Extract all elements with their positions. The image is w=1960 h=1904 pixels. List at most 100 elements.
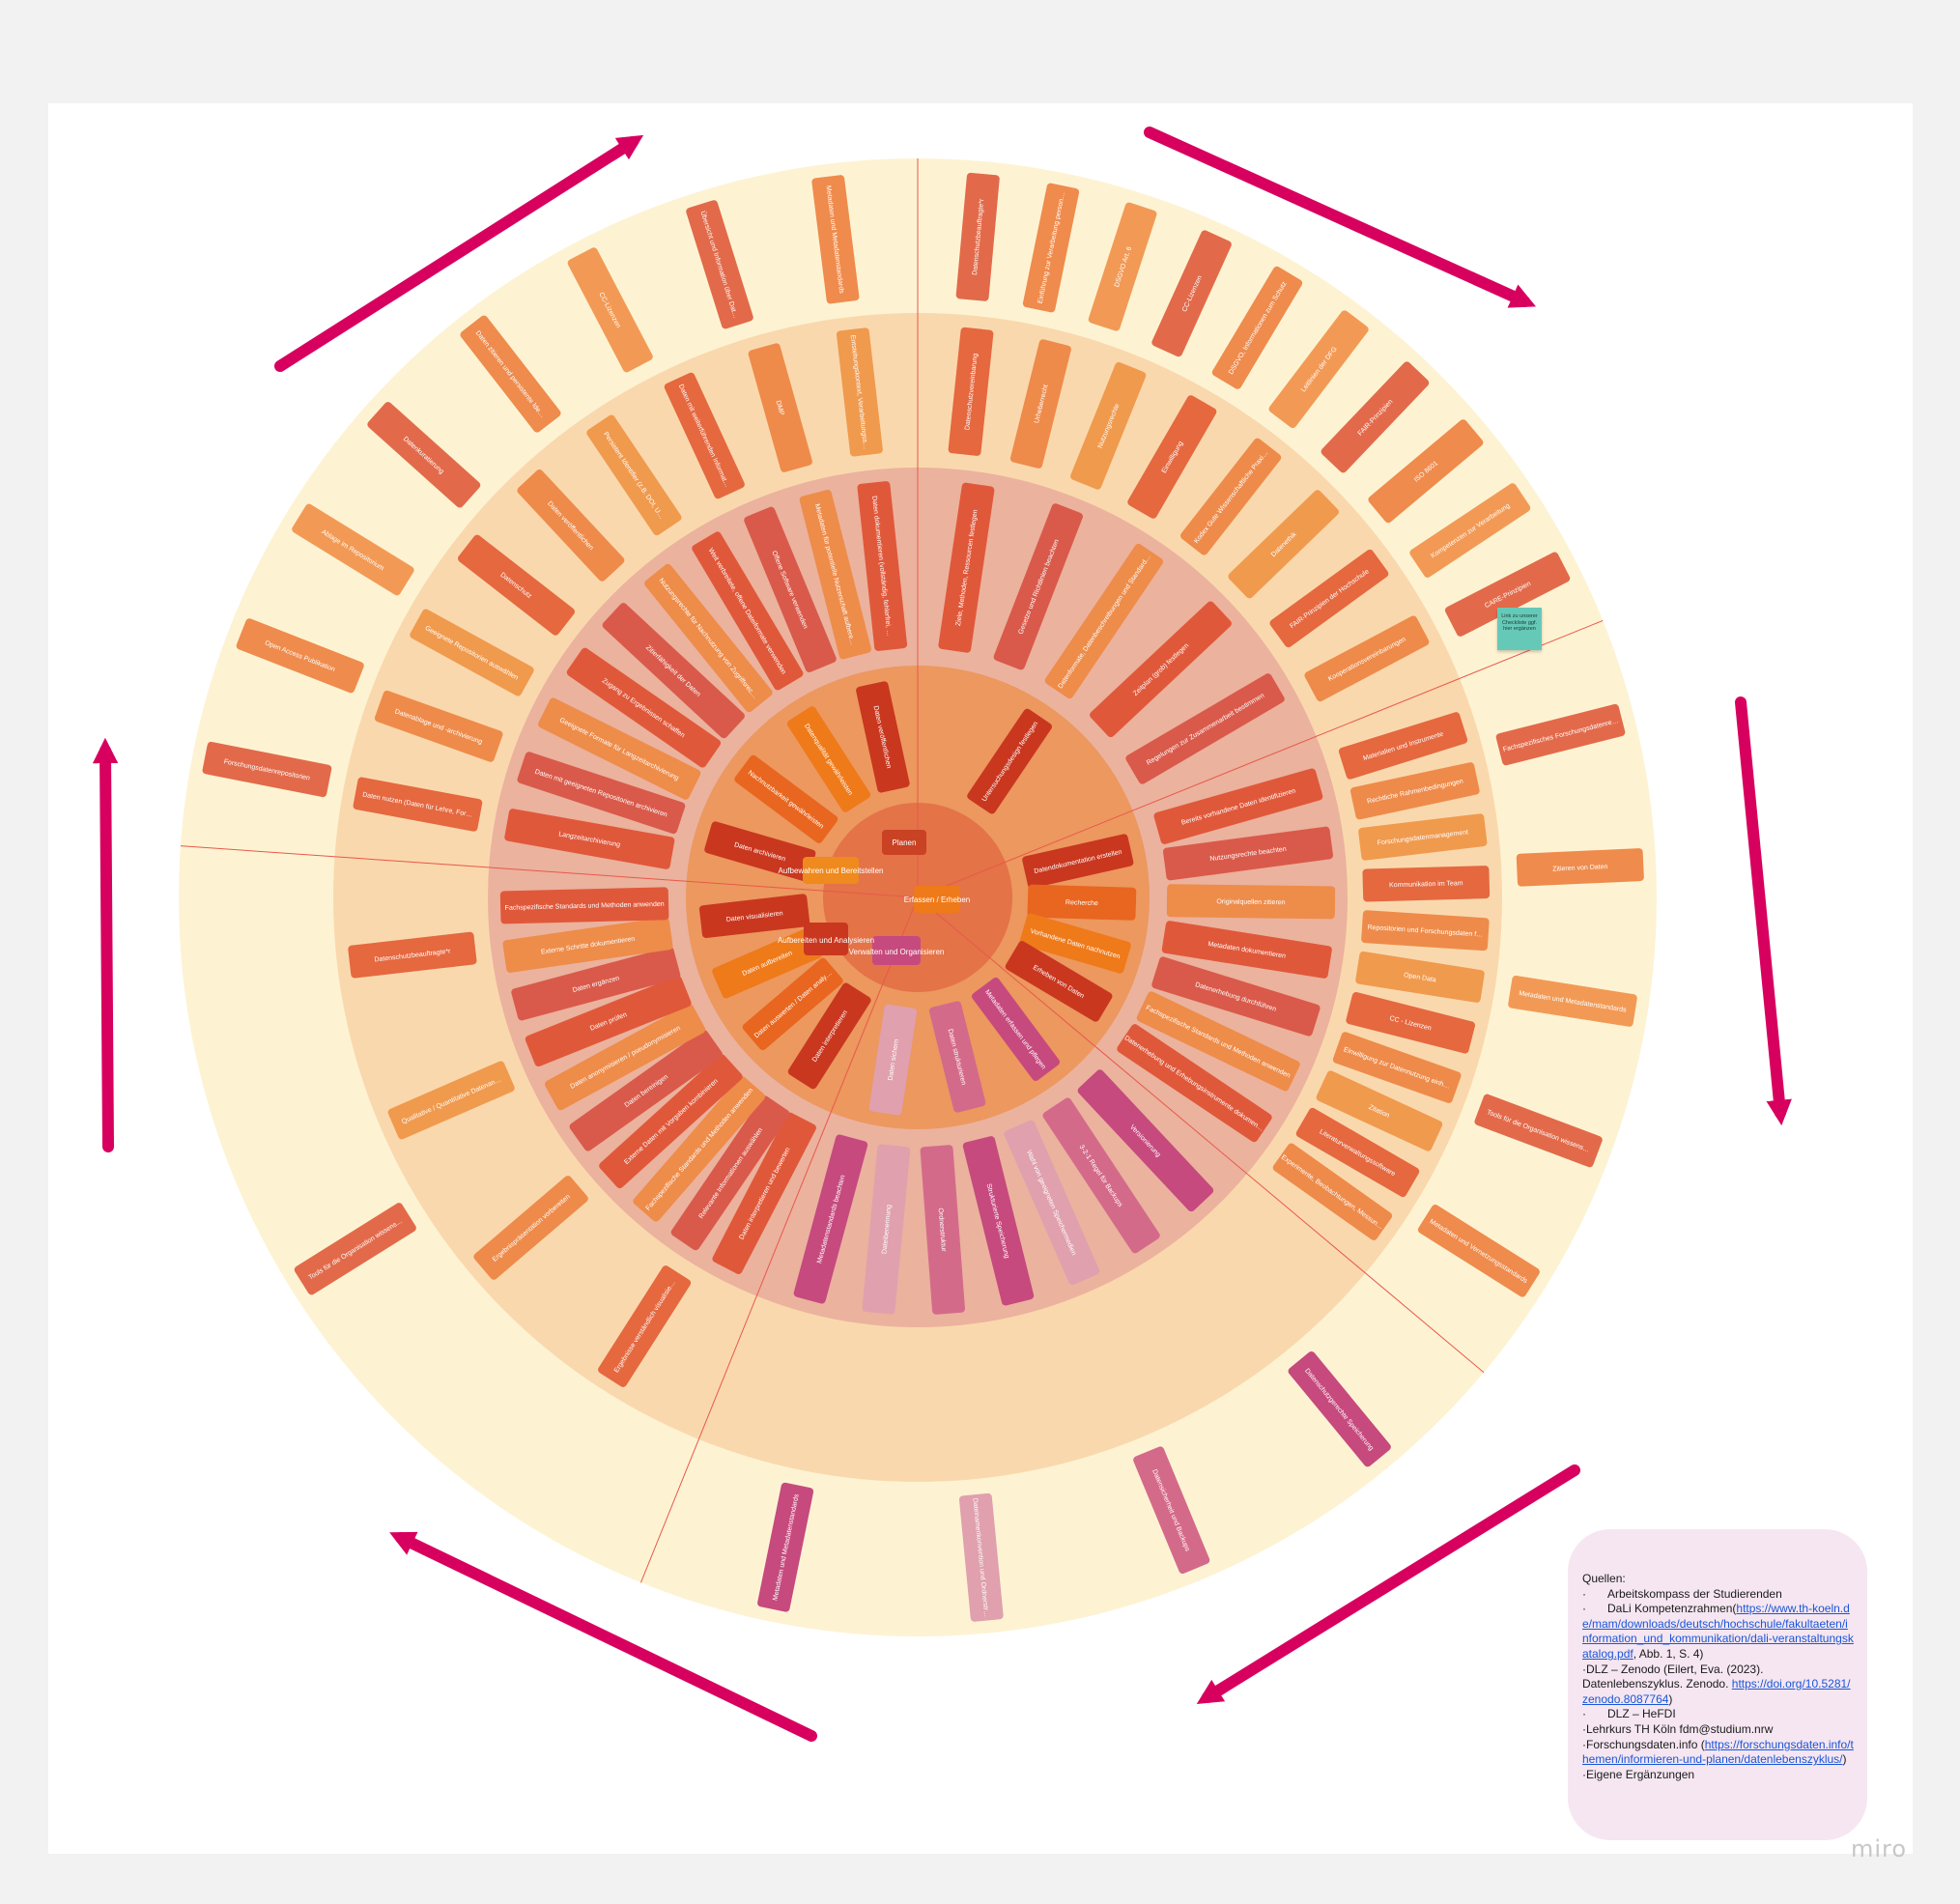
source-link[interactable]: https://www.th-koeln.de/mam/downloads/de… [1582,1602,1854,1661]
topic-card-manage[interactable]: Dateinamenkonvention und Ordnerstr… [958,1492,1004,1622]
topic-card-plan[interactable]: Datenschutzvereinbarung [948,327,994,456]
topic-card-shape [517,469,625,582]
topic-card-archive[interactable]: Forschungsdatenrepositorien [202,741,332,798]
topic-card-shape [1022,834,1134,889]
topic-card-shape [1070,361,1147,490]
topic-card-archive[interactable]: Daten archivieren [703,820,816,882]
topic-card-analyze[interactable]: Daten prüfen [525,975,693,1067]
topic-card-shape [948,327,994,456]
topic-card-shape [1516,848,1644,887]
topic-card-analyze[interactable]: Externe Schritte dokumentieren [502,917,673,973]
topic-card-shape [538,697,701,800]
source-link[interactable]: https://doi.org/10.5281/zenodo.8087764 [1582,1677,1851,1706]
topic-card-collect[interactable]: CC - Lizenzen [1346,991,1476,1054]
topic-card-manage[interactable]: Strukturierte Speicherung [962,1135,1035,1306]
topic-card-plan[interactable]: Urheberrecht [1009,338,1072,469]
topic-card-shape [811,175,860,304]
topic-card-shape [1151,230,1232,357]
topic-card-shape [294,1203,416,1295]
topic-card-collect[interactable]: Metadaten dokumentieren [1161,921,1332,980]
topic-card-collect[interactable]: Metadaten und Metadatenstandards [1508,975,1638,1027]
topic-card-archive[interactable]: Daten veröffentlichen [855,681,910,794]
topic-card-collect[interactable]: Originalquellen zitieren [1166,884,1336,920]
topic-card-shape [1117,1024,1272,1143]
topic-card-plan[interactable]: Nutzungsrechte [1069,361,1148,491]
cycle-arrow-top-right [1144,127,1537,308]
hub-collect[interactable]: Erfassen / Erheben [904,886,970,913]
topic-card-manage[interactable]: Daten sichern [868,1004,918,1116]
topic-card-collect[interactable]: Recherche [1027,884,1137,921]
topic-card-shape [1304,615,1430,702]
topic-card-analyze[interactable]: Fachspezifische Standards und Methoden a… [499,887,669,924]
topic-card-collect[interactable]: Nutzungsrechte beachten [1163,826,1334,881]
topic-card-collect[interactable]: Datendokumentation erstellen [1021,834,1134,890]
source-text-after: ) [1842,1752,1847,1767]
topic-card-manage[interactable]: Daten strukturieren [928,1001,986,1114]
topic-card-plan[interactable]: ISO 8601 [1367,418,1485,525]
topic-card-shape [1409,483,1531,578]
topic-card-shape [1088,202,1157,331]
topic-card-plan[interactable]: Datenschutzbeauftragte*r [955,172,1000,302]
topic-card-shape [1272,1143,1393,1240]
topic-card-plan[interactable]: Ziele, Methoden, Ressourcen festlegen [938,482,995,653]
topic-card-analyze[interactable]: Daten visualisieren [698,894,810,939]
hub-manage[interactable]: Verwalten und Organisieren [849,936,945,965]
topic-card-manage[interactable]: Ordnerstruktur [920,1145,965,1315]
topic-card-shape [1077,1069,1214,1212]
topic-card-shape [1269,549,1389,648]
topic-card-shape [1288,1350,1391,1467]
topic-card-shape [1125,673,1285,784]
topic-card-label: Dateibenennung [881,1205,893,1255]
sticky-note-text: Link zu unserer Checkliste ggf. hier erg… [1501,613,1538,632]
phase-hubs: Planen Erfassen / Erheben Verwalten und … [778,830,970,965]
miro-board[interactable]: Untersuchungsdesign festlegen Ziele, Meth… [48,103,1913,1854]
cycle-arrow-right [1735,696,1792,1126]
topic-card-manage[interactable]: Dateibenennung [862,1144,911,1315]
source-text: DLZ – HeFDI [1607,1707,1676,1721]
topic-card-archive[interactable]: Metadaten und Metadatenstandards [811,175,860,304]
source-bullet: · [1582,1586,1586,1601]
topic-card-archive[interactable]: DMP [748,342,813,472]
topic-card-archive[interactable]: Daten dokumentieren (vollständig, fehler… [857,481,908,652]
topic-card-shape [1004,1120,1100,1286]
topic-card-archive[interactable]: Entstehungskontext, Verarbeitungss… [836,327,884,457]
topic-card-archive[interactable]: CC-Lizenzen [566,246,654,374]
topic-card-shape [748,343,812,472]
topic-card-analyze[interactable]: Daten ergänzen [510,946,681,1021]
topic-card-plan[interactable]: Einführung zur Verarbeitung person… [1022,183,1080,313]
topic-card-collect[interactable]: Kommunikation im Team [1362,866,1491,902]
topic-card-collect[interactable]: Open Data [1355,951,1486,1003]
topic-card-shape [938,482,995,653]
topic-card-collect[interactable]: Repositorien und Forschungsdaten f… [1361,910,1490,952]
topic-card-manage[interactable]: Metadaten und Metadatenstandards [756,1482,814,1612]
topic-card-plan[interactable]: Einwilligung [1126,394,1218,520]
topic-card-plan[interactable]: DSGVO Art. 6 [1088,202,1158,332]
topic-card-shape [704,821,816,882]
topic-card-shape [1358,813,1488,861]
topic-card-plan[interactable]: Datenethik [1227,489,1341,600]
topic-card-collect[interactable]: Zitation [1315,1069,1443,1152]
topic-card-collect[interactable]: Zitieren von Daten [1516,848,1644,887]
topic-card-shape [1022,183,1080,313]
topic-card-plan[interactable]: CC-Lizenzen [1150,229,1233,357]
topic-card-shape [1153,768,1323,844]
sticky-note[interactable]: Link zu unserer Checkliste ggf. hier erg… [1497,608,1542,650]
topic-card-shape [799,490,871,660]
source-item: · DLZ – HeFDI [1582,1707,1854,1722]
source-link[interactable]: https://forschungsdaten.info/themen/info… [1582,1737,1854,1767]
topic-card-archive[interactable]: Datenschutz [456,533,576,637]
phase-label-archive: Aufbewahren und Bereitstellen [779,867,884,875]
topic-card-shape [928,1001,986,1113]
hub-analyze[interactable]: Aufbereiten und Analysieren [778,923,874,955]
topic-card-analyze[interactable]: Daten aufbereiten [711,926,823,1000]
topic-card-shape [1019,913,1131,974]
topic-card-label: DMP [774,400,784,416]
hub-plan[interactable]: Planen [882,830,926,855]
topic-card-archive[interactable]: Langzeitarchivierung [504,809,675,870]
topic-card-collect[interactable]: Forschungsdatenmanagement [1358,813,1488,861]
topic-card-analyze[interactable]: Datenschutzbeauftragte*r [348,931,477,979]
hub-archive[interactable]: Aufbewahren und Bereitstellen [779,857,884,884]
topic-card-shape [504,809,675,869]
topic-card-shape [502,917,673,973]
topic-card-shape [1495,703,1626,766]
